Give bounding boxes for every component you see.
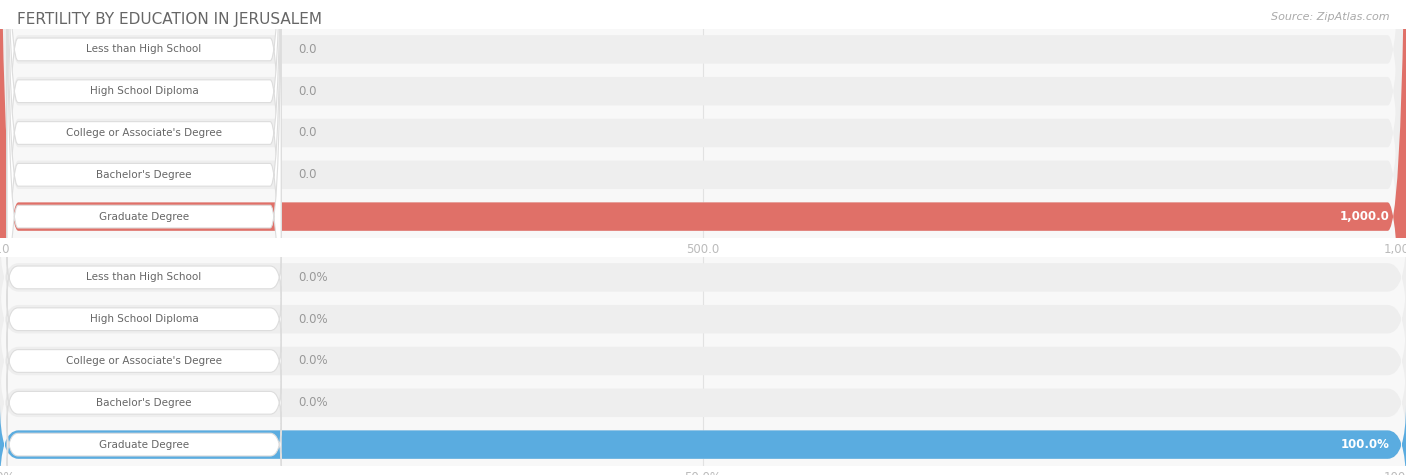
FancyBboxPatch shape bbox=[7, 381, 281, 424]
FancyBboxPatch shape bbox=[0, 363, 1406, 443]
Text: 0.0%: 0.0% bbox=[298, 313, 328, 326]
FancyBboxPatch shape bbox=[7, 0, 281, 364]
FancyBboxPatch shape bbox=[7, 298, 281, 341]
Text: Bachelor's Degree: Bachelor's Degree bbox=[97, 170, 191, 180]
FancyBboxPatch shape bbox=[7, 0, 281, 475]
Text: 0.0%: 0.0% bbox=[298, 396, 328, 409]
FancyBboxPatch shape bbox=[7, 423, 281, 466]
Text: FERTILITY BY EDUCATION IN JERUSALEM: FERTILITY BY EDUCATION IN JERUSALEM bbox=[17, 12, 322, 27]
Text: 100.0%: 100.0% bbox=[1340, 438, 1389, 451]
FancyBboxPatch shape bbox=[0, 405, 1406, 475]
Text: 0.0: 0.0 bbox=[298, 126, 316, 140]
Text: Less than High School: Less than High School bbox=[87, 44, 201, 55]
FancyBboxPatch shape bbox=[0, 279, 1406, 359]
Text: High School Diploma: High School Diploma bbox=[90, 86, 198, 96]
Text: Less than High School: Less than High School bbox=[87, 272, 201, 283]
Text: 0.0: 0.0 bbox=[298, 43, 316, 56]
Text: High School Diploma: High School Diploma bbox=[90, 314, 198, 324]
Text: College or Associate's Degree: College or Associate's Degree bbox=[66, 356, 222, 366]
FancyBboxPatch shape bbox=[7, 0, 281, 406]
Text: Source: ZipAtlas.com: Source: ZipAtlas.com bbox=[1271, 12, 1389, 22]
FancyBboxPatch shape bbox=[0, 321, 1406, 401]
Text: Bachelor's Degree: Bachelor's Degree bbox=[97, 398, 191, 408]
FancyBboxPatch shape bbox=[7, 256, 281, 299]
FancyBboxPatch shape bbox=[7, 0, 281, 475]
Text: 0.0%: 0.0% bbox=[298, 271, 328, 284]
FancyBboxPatch shape bbox=[0, 405, 1406, 475]
Text: 0.0: 0.0 bbox=[298, 168, 316, 181]
Text: 0.0: 0.0 bbox=[298, 85, 316, 98]
Text: Graduate Degree: Graduate Degree bbox=[98, 211, 190, 222]
FancyBboxPatch shape bbox=[0, 238, 1406, 317]
FancyBboxPatch shape bbox=[7, 340, 281, 382]
Text: 1,000.0: 1,000.0 bbox=[1340, 210, 1389, 223]
FancyBboxPatch shape bbox=[7, 0, 281, 447]
Text: College or Associate's Degree: College or Associate's Degree bbox=[66, 128, 222, 138]
Text: 0.0%: 0.0% bbox=[298, 354, 328, 368]
Text: Graduate Degree: Graduate Degree bbox=[98, 439, 190, 450]
